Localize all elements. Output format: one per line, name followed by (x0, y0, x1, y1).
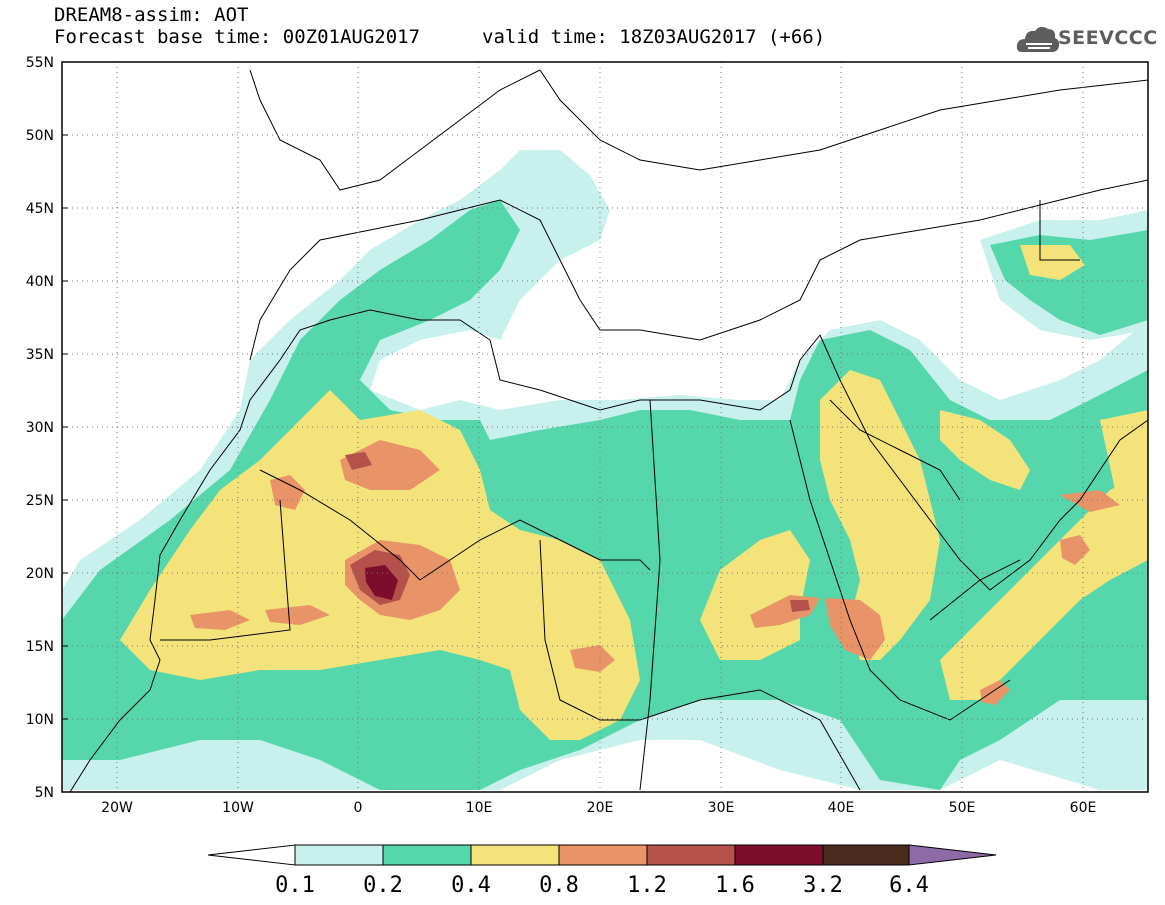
colorbar-bin (646, 844, 736, 866)
colorbar-bin (822, 844, 910, 866)
lat-label: 35N (26, 347, 54, 363)
colorbar-level: 3.2 (803, 873, 843, 898)
lon-label: 10W (222, 800, 254, 816)
lat-label: 50N (26, 128, 54, 144)
lat-label: 45N (26, 201, 54, 217)
logo-text: SEEVCCC (1058, 27, 1158, 49)
colorbar-bin (294, 844, 384, 866)
lon-label: 20E (587, 800, 614, 816)
lon-label: 20W (101, 800, 133, 816)
valid-time: valid time: 18Z03AUG2017 (+66) (482, 26, 826, 48)
colorbar-level: 6.4 (889, 873, 929, 898)
lon-label: 60E (1070, 800, 1097, 816)
lon-label: 0 (354, 800, 363, 816)
aot-contours (62, 150, 1148, 790)
colorbar-bin (734, 844, 824, 866)
colorbar-level: 1.2 (627, 873, 667, 898)
lon-label: 50E (949, 800, 976, 816)
colorbar-bin (558, 844, 648, 866)
cloud-icon (1016, 26, 1060, 52)
chart-title: DREAM8-assim: AOT (54, 4, 249, 26)
lon-label: 30E (708, 800, 735, 816)
colorbar: 0.1 0.2 0.4 0.8 1.2 1.6 3.2 6.4 (207, 844, 997, 898)
colorbar-under-triangle (207, 844, 296, 866)
colorbar-level: 0.1 (275, 873, 315, 898)
colorbar-level: 1.6 (715, 873, 755, 898)
forecast-base-time: Forecast base time: 00Z01AUG2017 (54, 26, 421, 48)
colorbar-bin (382, 844, 472, 866)
coastlines (69, 69, 1148, 792)
lat-label: 20N (26, 566, 54, 582)
colorbar-level: 0.2 (363, 873, 403, 898)
lon-label: 40E (828, 800, 855, 816)
lat-label: 25N (26, 493, 54, 509)
graticule (62, 62, 1148, 792)
lat-ticks (62, 134, 68, 720)
colorbar-level: 0.8 (539, 873, 579, 898)
colorbar-bin (470, 844, 560, 866)
lat-label: 30N (26, 420, 54, 436)
lat-label: 55N (26, 55, 54, 71)
lat-label: 10N (26, 712, 54, 728)
lat-label: 15N (26, 639, 54, 655)
lat-label: 40N (26, 274, 54, 290)
lon-label: 10E (466, 800, 493, 816)
lon-axis: 20W 10W 0 10E 20E 30E 40E 50E 60E (101, 800, 1096, 816)
lat-axis: 55N 50N 45N 40N 35N 30N 25N 20N 15N 10N … (26, 55, 54, 801)
colorbar-level: 0.4 (451, 873, 491, 898)
colorbar-over-triangle (908, 844, 997, 866)
lat-label: 5N (35, 785, 54, 801)
